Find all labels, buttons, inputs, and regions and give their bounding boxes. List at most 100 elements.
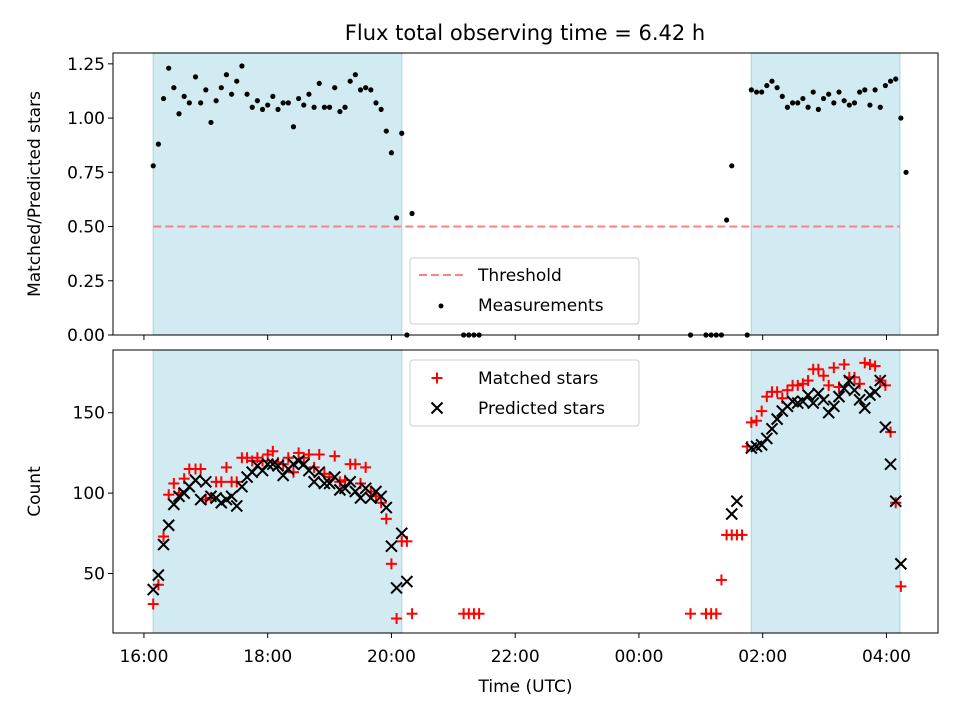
y-tick-label: 1.00 xyxy=(67,109,105,129)
measurement-point xyxy=(265,102,271,108)
count-legend: Matched stars Predicted stars xyxy=(409,359,640,427)
measurement-point xyxy=(228,91,235,97)
x-tick-label: 04:00 xyxy=(862,647,911,667)
y-tick-label: 0.50 xyxy=(67,218,105,238)
predicted-star-point xyxy=(868,385,882,399)
matched-star-point xyxy=(365,486,377,497)
matched-star-point xyxy=(406,608,418,620)
measurement-point xyxy=(800,95,806,102)
measurement-point xyxy=(409,210,415,217)
legend-predicted-swatch xyxy=(430,401,444,415)
measurement-point xyxy=(393,215,400,221)
matched-star-point xyxy=(349,458,361,470)
matched-star-point xyxy=(685,608,696,620)
measurement-point xyxy=(831,100,837,106)
ratio-x-ticks xyxy=(143,335,887,340)
matched-star-point xyxy=(823,379,835,391)
measurement-point xyxy=(789,100,796,106)
matched-star-point xyxy=(385,558,397,570)
matched-star-point xyxy=(324,471,336,483)
measurement-point xyxy=(759,89,765,95)
matched-star-point xyxy=(828,362,840,374)
matched-star-point xyxy=(781,384,793,396)
ratio-y-axis-label: Matched/Predicted stars xyxy=(25,91,45,297)
y-tick-label: 100 xyxy=(73,484,105,504)
measurement-point xyxy=(729,163,735,169)
measurement-point xyxy=(342,104,348,110)
matched-star-point xyxy=(380,513,392,525)
predicted-star-point xyxy=(302,464,316,477)
predicted-star-point xyxy=(853,393,866,407)
matched-star-point xyxy=(838,358,850,370)
chart-title: Flux total observing time = 6.42 h xyxy=(345,21,705,45)
measurement-point xyxy=(337,108,343,115)
matched-star-point xyxy=(473,608,485,620)
predicted-star-point xyxy=(328,470,341,484)
predicted-star-point xyxy=(848,383,861,397)
measurement-point xyxy=(332,85,338,91)
matched-star-point xyxy=(854,378,866,390)
matched-star-point xyxy=(818,370,830,382)
predicted-star-point xyxy=(167,498,181,511)
count-y-ticks: 50 100 150 xyxy=(73,404,113,585)
ratio-legend: Threshold Measurements xyxy=(409,257,640,325)
predicted-star-point xyxy=(147,583,160,596)
y-tick-label: 50 xyxy=(83,565,105,585)
matched-star-point xyxy=(761,391,773,403)
predicted-star-point xyxy=(837,382,851,395)
legend-label-predicted: Predicted stars xyxy=(478,399,605,419)
shaded-interval-1 xyxy=(750,52,901,336)
measurement-point xyxy=(836,89,842,95)
x-tick-label: 02:00 xyxy=(738,647,787,667)
measurement-point xyxy=(784,104,791,110)
predicted-star-point xyxy=(801,388,815,402)
measurement-point xyxy=(150,163,156,169)
matched-star-point xyxy=(890,497,902,509)
legend-plus-marker xyxy=(431,372,443,384)
measurement-point xyxy=(296,95,302,102)
y-tick-label: 0.25 xyxy=(67,272,105,292)
measurement-point xyxy=(259,106,266,112)
measurement-point xyxy=(753,89,760,95)
predicted-star-point xyxy=(261,457,274,471)
measurement-point xyxy=(805,104,811,110)
measurement-point xyxy=(723,217,730,223)
matched-star-point xyxy=(864,358,876,370)
measurement-point xyxy=(815,106,821,112)
measurement-point xyxy=(748,87,754,93)
predicted-star-point xyxy=(152,568,165,582)
matched-star-point xyxy=(895,580,907,592)
ratio-legend-box xyxy=(409,257,640,325)
measurement-point xyxy=(764,82,770,89)
x-axis-label: Time (UTC) xyxy=(478,677,573,697)
predicted-star-point xyxy=(307,475,321,489)
predicted-star-point xyxy=(374,490,388,503)
matched-star-point xyxy=(848,371,860,383)
legend-label-matched: Matched stars xyxy=(478,369,598,389)
predicted-star-point xyxy=(889,494,902,508)
legend-measurement-swatch xyxy=(438,303,444,309)
predicted-star-point xyxy=(858,401,871,415)
predicted-star-point xyxy=(189,474,202,487)
measurement-point xyxy=(244,91,250,97)
count-legend-box xyxy=(409,359,640,427)
matched-star-point xyxy=(756,405,768,417)
measurement-point xyxy=(166,65,172,71)
legend-label-measurements: Measurements xyxy=(478,296,604,316)
measurement-point xyxy=(155,141,161,147)
measurement-point xyxy=(290,124,297,130)
measurement-point xyxy=(877,104,883,110)
matched-star-point xyxy=(220,461,232,473)
y-tick-label: 1.25 xyxy=(67,55,105,75)
measurement-point xyxy=(779,93,785,99)
y-tick-label: 0.75 xyxy=(67,163,105,183)
x-tick-label: 20:00 xyxy=(367,647,416,667)
measurement-point xyxy=(160,95,167,102)
predicted-star-point xyxy=(385,539,398,553)
measurement-point xyxy=(176,111,182,117)
measurement-point xyxy=(810,89,816,95)
measurement-point xyxy=(192,74,199,80)
predicted-star-point xyxy=(313,465,326,479)
matched-star-point xyxy=(736,529,748,541)
measurement-point xyxy=(893,76,899,82)
